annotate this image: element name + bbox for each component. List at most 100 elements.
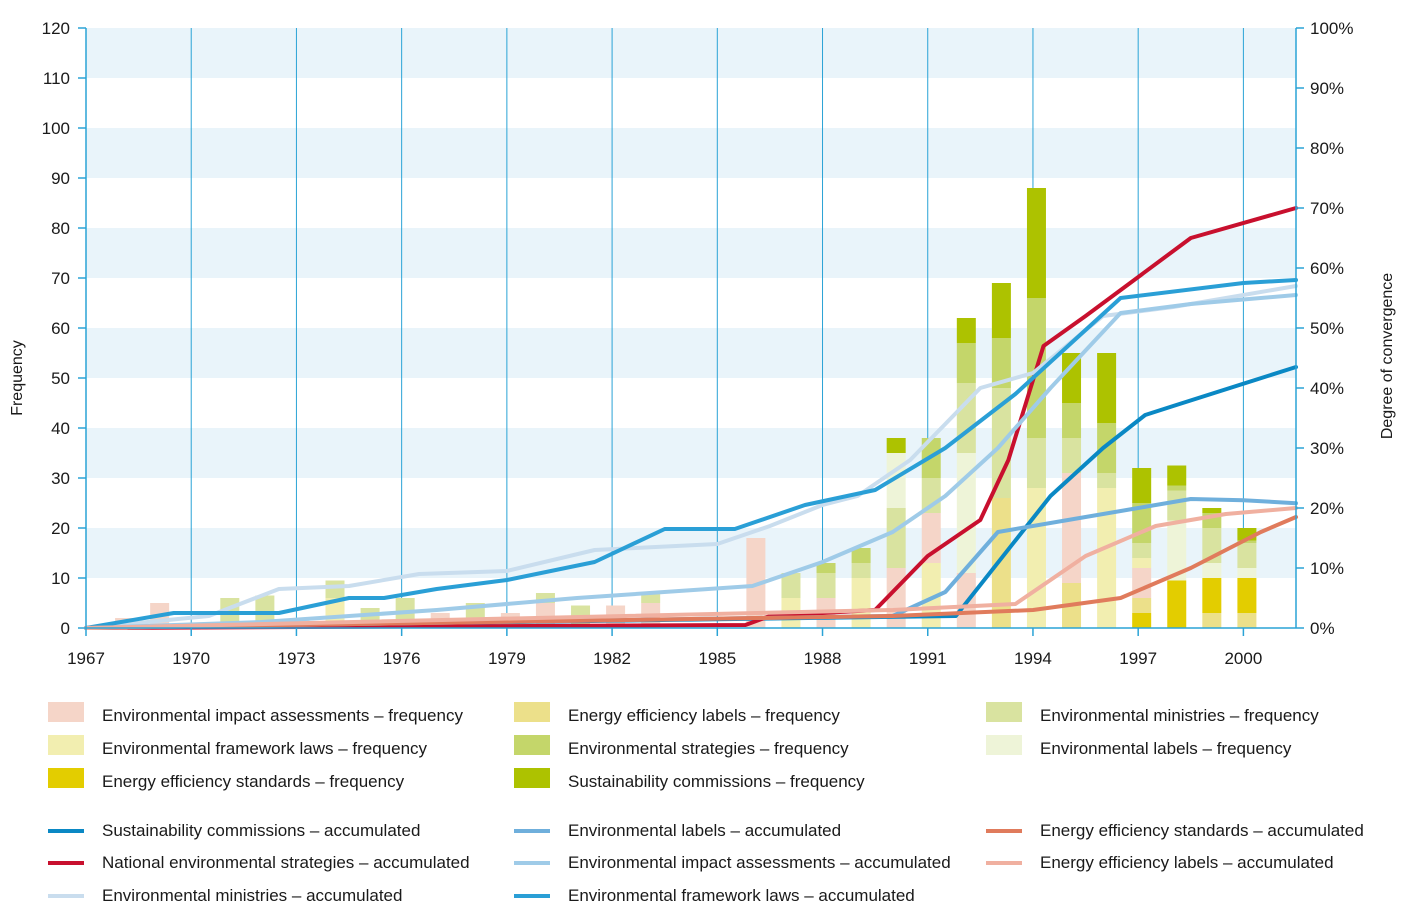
y-tick-label: 80	[51, 219, 70, 238]
series-line	[84, 365, 1298, 630]
y2-tick-label: 0%	[1310, 619, 1335, 638]
bar-segment	[991, 498, 1011, 628]
legend-label: Environmental framework laws – frequency	[102, 739, 428, 758]
y2-tick-label: 10%	[1310, 559, 1344, 578]
bar-segment	[1167, 465, 1187, 486]
legend-label: Environmental impact assessments – frequ…	[102, 706, 463, 725]
legend-label: Environmental strategies – frequency	[568, 739, 849, 758]
legend-swatch	[48, 768, 84, 788]
y-tick-label: 10	[51, 569, 70, 588]
bar-segment	[1132, 543, 1152, 558]
plot-band	[86, 128, 1296, 178]
legend-label: Environmental impact assessments – accum…	[568, 853, 951, 872]
plot-bands	[86, 28, 1296, 578]
x-tick-label: 1970	[172, 649, 210, 668]
bar-segment	[1097, 473, 1117, 488]
y2-tick-label: 100%	[1310, 19, 1353, 38]
bar-segment	[1026, 188, 1046, 298]
legend-label: Environmental labels – accumulated	[568, 821, 841, 840]
y-ticks-left: 0 10 20 30 40 50 60 70 80 90 100 110 120	[42, 19, 86, 638]
x-tick-label: 1967	[67, 649, 105, 668]
legend-swatch	[986, 702, 1022, 722]
bar-segment	[1202, 613, 1222, 628]
y2-tick-label: 60%	[1310, 259, 1344, 278]
legend-label: Energy efficiency standards – accumulate…	[1040, 821, 1364, 840]
y-tick-label: 20	[51, 519, 70, 538]
bar-segment	[1097, 488, 1117, 628]
legend-label: Energy efficiency labels – frequency	[568, 706, 840, 725]
legend-swatch	[514, 702, 550, 722]
y-tick-label: 50	[51, 369, 70, 388]
x-tick-label: 1997	[1119, 649, 1157, 668]
bar-segment	[641, 593, 661, 603]
bar-segment	[1132, 468, 1152, 503]
lines	[84, 206, 1298, 630]
legend-label: Sustainability commissions – frequency	[568, 772, 865, 791]
bar-segment	[1026, 438, 1046, 488]
y-tick-label: 70	[51, 269, 70, 288]
bar-segment	[1167, 485, 1187, 491]
x-tick-label: 1991	[909, 649, 947, 668]
y2-tick-label: 40%	[1310, 379, 1344, 398]
y-tick-label: 30	[51, 469, 70, 488]
legend-label: Environmental labels – frequency	[1040, 739, 1292, 758]
bar-segment	[886, 508, 906, 568]
legend-label: Sustainability commissions – accumulated	[102, 821, 420, 840]
bar-segment	[1237, 543, 1257, 568]
plot-band	[86, 328, 1296, 378]
bar-segment	[1167, 490, 1187, 521]
bar-segment	[325, 580, 345, 598]
bar-segment	[851, 563, 871, 578]
y-tick-label: 120	[42, 19, 70, 38]
series-line	[84, 515, 1298, 630]
x-tick-label: 1979	[488, 649, 526, 668]
legend-label: Energy efficiency labels – accumulated	[1040, 853, 1334, 872]
bar-segment	[851, 548, 871, 563]
legend-label: Environmental framework laws – accumulat…	[568, 886, 915, 905]
bar-segment	[1202, 563, 1222, 578]
y-tick-label: 110	[43, 69, 70, 88]
bar-segment	[1062, 438, 1082, 473]
y-tick-label: 0	[61, 619, 70, 638]
bar-segment	[1132, 558, 1152, 568]
bar-segment	[956, 343, 976, 383]
plot-band	[86, 28, 1296, 78]
y2-tick-label: 30%	[1310, 439, 1344, 458]
legend-label: Environmental ministries – accumulated	[102, 886, 402, 905]
bar-segment	[816, 563, 836, 573]
legend-swatch	[48, 735, 84, 755]
bar-segment	[1202, 578, 1222, 613]
series-line	[84, 506, 1298, 630]
x-ticks: 1967 1970 1973 1976 1979 1982 1985 1988 1991 1994…	[67, 628, 1262, 668]
bar-segment	[1237, 578, 1257, 613]
bar-segment	[1237, 613, 1257, 628]
y-tick-label: 60	[51, 319, 70, 338]
bar-segment	[851, 578, 871, 628]
bar-segment	[956, 318, 976, 343]
legend-swatch	[514, 768, 550, 788]
x-tick-label: 1985	[698, 649, 736, 668]
y2-tick-label: 20%	[1310, 499, 1344, 518]
x-tick-label: 1976	[383, 649, 421, 668]
plot-band	[86, 228, 1296, 278]
bar-segment	[1062, 403, 1082, 438]
bar-segment	[886, 438, 906, 453]
bar-segment	[1132, 598, 1152, 613]
bars	[115, 188, 1257, 628]
bar-segment	[991, 283, 1011, 338]
bar-segment	[1237, 540, 1257, 543]
y-ticks-right: 0% 10% 20% 30% 40% 50% 60% 70% 80% 90% 100%	[1296, 19, 1353, 638]
bar-segment	[1202, 508, 1222, 513]
x-tick-label: 2000	[1224, 649, 1262, 668]
y2-tick-label: 90%	[1310, 79, 1344, 98]
y2-tick-label: 70%	[1310, 199, 1344, 218]
x-tick-label: 1982	[593, 649, 631, 668]
x-tick-label: 1994	[1014, 649, 1052, 668]
bar-segment	[1062, 353, 1082, 403]
bar-segment	[1237, 568, 1257, 578]
bar-segment	[1097, 353, 1117, 423]
legend-swatch	[986, 735, 1022, 755]
y-tick-label: 90	[51, 169, 70, 188]
bar-segment	[535, 593, 555, 603]
y-tick-label: 40	[51, 419, 70, 438]
